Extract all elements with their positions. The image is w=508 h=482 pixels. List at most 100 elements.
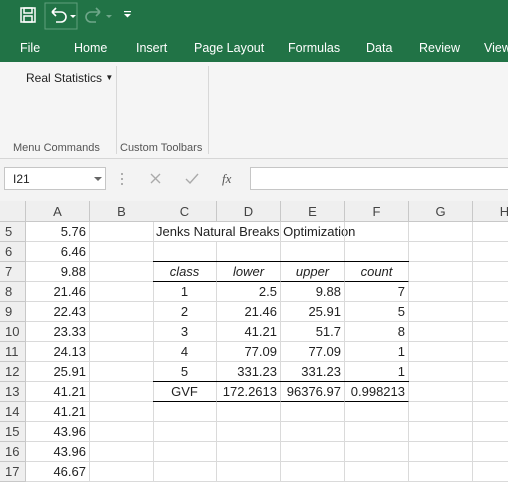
cell[interactable]: 331.23	[217, 362, 281, 382]
column-header[interactable]: E	[281, 201, 345, 222]
column-header[interactable]: G	[409, 201, 473, 222]
cell[interactable]: 21.46	[26, 282, 90, 302]
cell[interactable]: count	[345, 262, 409, 282]
row-header[interactable]: 14	[0, 402, 26, 422]
cell[interactable]: 43.96	[26, 422, 90, 442]
empty-cell[interactable]	[345, 242, 409, 262]
cell[interactable]: 9.88	[281, 282, 345, 302]
redo-button[interactable]	[85, 7, 101, 23]
cell[interactable]: 41.21	[26, 402, 90, 422]
real-statistics-menu[interactable]: Real Statistics ▼	[26, 71, 114, 85]
cell[interactable]: 1	[345, 342, 409, 362]
row-header[interactable]: 12	[0, 362, 26, 382]
empty-cell[interactable]	[153, 402, 217, 422]
cell[interactable]: 0.998213	[345, 382, 409, 402]
row-header[interactable]: 5	[0, 222, 26, 242]
cell[interactable]: 41.21	[217, 322, 281, 342]
cell[interactable]: upper	[281, 262, 345, 282]
cell[interactable]: 1	[153, 282, 217, 302]
ribbon-tab[interactable]: Formulas	[288, 41, 341, 55]
empty-cell[interactable]	[281, 402, 345, 422]
row-header[interactable]: 10	[0, 322, 26, 342]
empty-cell[interactable]	[217, 222, 281, 242]
cell[interactable]: 21.46	[217, 302, 281, 322]
empty-cell[interactable]	[90, 242, 154, 262]
empty-cell[interactable]	[473, 382, 508, 402]
cell[interactable]: 6.46	[26, 242, 90, 262]
cell[interactable]: 77.09	[281, 342, 345, 362]
empty-cell[interactable]	[473, 402, 508, 422]
row-header[interactable]: 11	[0, 342, 26, 362]
empty-cell[interactable]	[409, 382, 473, 402]
empty-cell[interactable]	[281, 442, 345, 462]
cell[interactable]: 7	[345, 282, 409, 302]
empty-cell[interactable]	[90, 402, 154, 422]
empty-cell[interactable]	[409, 262, 473, 282]
empty-cell[interactable]	[473, 242, 508, 262]
cancel-button[interactable]	[150, 173, 161, 184]
empty-cell[interactable]	[90, 222, 154, 242]
cell[interactable]: 51.7	[281, 322, 345, 342]
cell[interactable]: 172.2613	[217, 382, 281, 402]
cell[interactable]: 8	[345, 322, 409, 342]
cell[interactable]: class	[153, 262, 217, 282]
cell[interactable]: 25.91	[281, 302, 345, 322]
cell[interactable]: 2	[153, 302, 217, 322]
empty-cell[interactable]	[473, 262, 508, 282]
cell[interactable]: 77.09	[217, 342, 281, 362]
empty-cell[interactable]	[281, 422, 345, 442]
empty-cell[interactable]	[281, 462, 345, 482]
empty-cell[interactable]	[90, 282, 154, 302]
cell[interactable]: lower	[217, 262, 281, 282]
empty-cell[interactable]	[473, 362, 508, 382]
undo-dropdown[interactable]	[70, 15, 76, 18]
empty-cell[interactable]	[473, 462, 508, 482]
empty-cell[interactable]	[90, 342, 154, 362]
empty-cell[interactable]	[217, 422, 281, 442]
empty-cell[interactable]	[90, 262, 154, 282]
empty-cell[interactable]	[153, 462, 217, 482]
empty-cell[interactable]	[153, 422, 217, 442]
empty-cell[interactable]	[473, 282, 508, 302]
select-all[interactable]	[0, 201, 26, 222]
column-header[interactable]: A	[26, 201, 90, 222]
empty-cell[interactable]	[90, 442, 154, 462]
empty-cell[interactable]	[473, 342, 508, 362]
ribbon-tab[interactable]: Review	[419, 41, 460, 55]
cell[interactable]: 25.91	[26, 362, 90, 382]
empty-cell[interactable]	[217, 402, 281, 422]
empty-cell[interactable]	[345, 442, 409, 462]
enter-button[interactable]	[185, 173, 199, 185]
row-header[interactable]: 9	[0, 302, 26, 322]
cell[interactable]: 96376.97	[281, 382, 345, 402]
column-header[interactable]: C	[153, 201, 217, 222]
column-header[interactable]: D	[217, 201, 281, 222]
empty-cell[interactable]	[217, 442, 281, 462]
empty-cell[interactable]	[409, 222, 473, 242]
cell[interactable]: 1	[345, 362, 409, 382]
customize-toolbar[interactable]	[124, 11, 131, 18]
empty-cell[interactable]	[409, 462, 473, 482]
redo-dropdown[interactable]	[106, 15, 112, 18]
formula-input[interactable]	[250, 167, 508, 190]
ribbon-tab[interactable]: Page Layout	[194, 41, 265, 55]
empty-cell[interactable]	[281, 242, 345, 262]
ribbon-tab[interactable]: File	[20, 41, 41, 55]
cell[interactable]: 331.23	[281, 362, 345, 382]
cell[interactable]: 41.21	[26, 382, 90, 402]
ribbon-tab[interactable]: Insert	[136, 41, 168, 55]
cell[interactable]: 24.13	[26, 342, 90, 362]
column-header[interactable]: B	[90, 201, 154, 222]
cell[interactable]: 22.43	[26, 302, 90, 322]
ribbon-tab[interactable]: Home	[74, 41, 108, 55]
empty-cell[interactable]	[473, 422, 508, 442]
row-header[interactable]: 6	[0, 242, 26, 262]
empty-cell[interactable]	[409, 442, 473, 462]
row-header[interactable]: 15	[0, 422, 26, 442]
cell[interactable]: 23.33	[26, 322, 90, 342]
insert-function-button[interactable]: fx	[222, 171, 232, 186]
cell[interactable]: 43.96	[26, 442, 90, 462]
empty-cell[interactable]	[409, 402, 473, 422]
empty-cell[interactable]	[409, 422, 473, 442]
undo-button[interactable]	[51, 7, 67, 23]
